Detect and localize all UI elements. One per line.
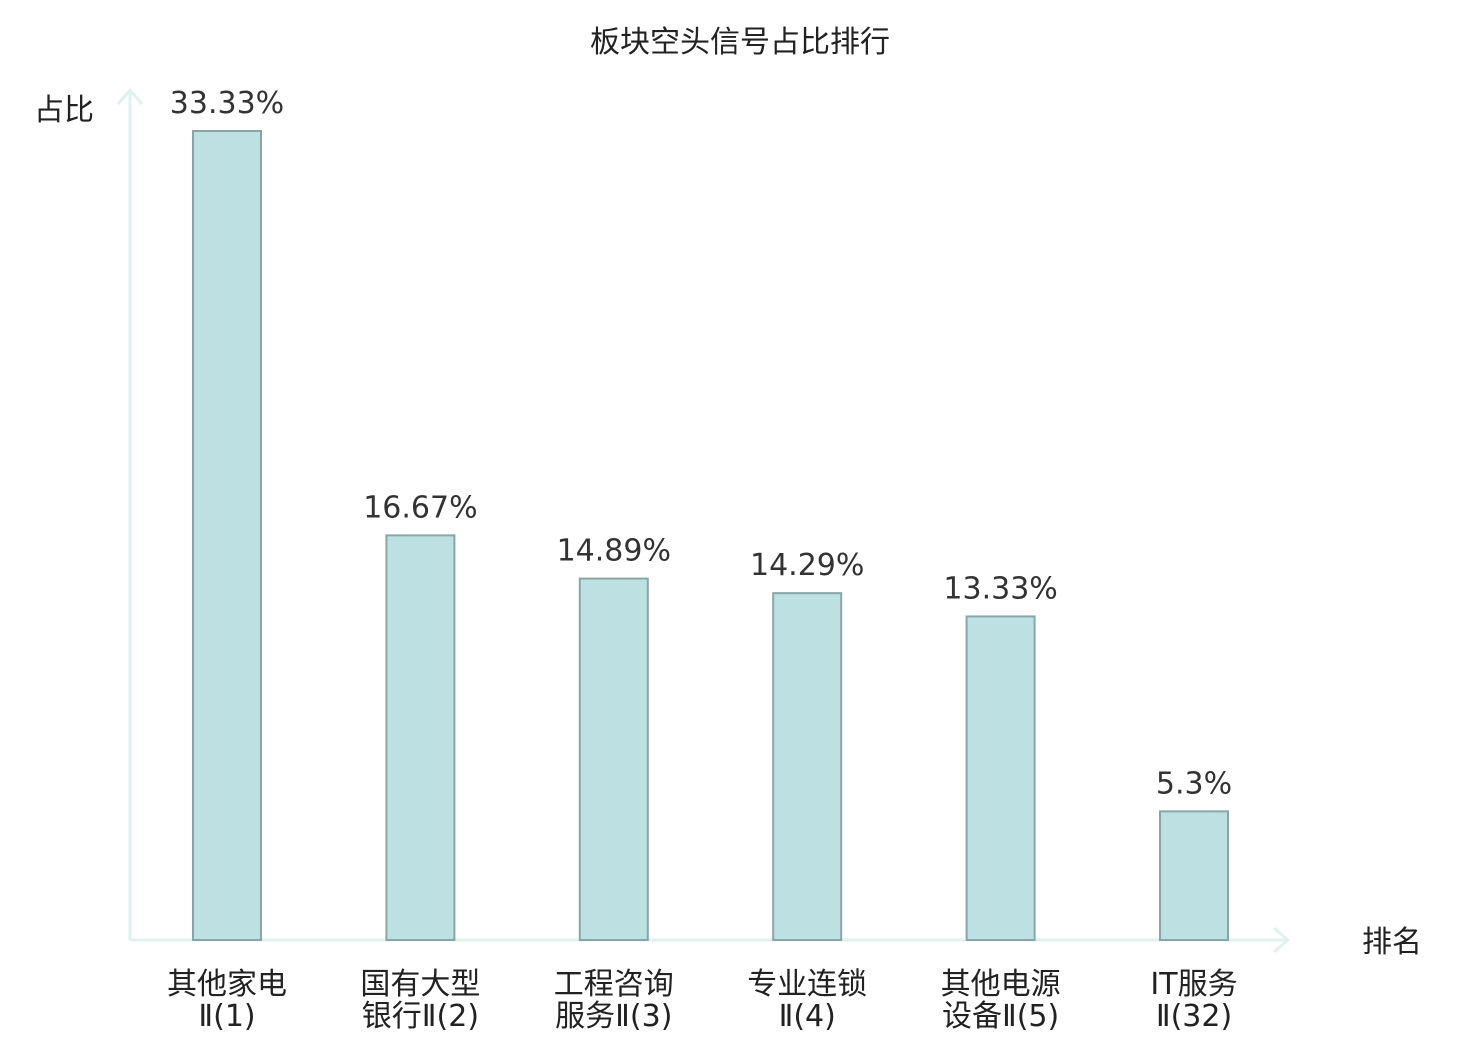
axes bbox=[116, 87, 1291, 954]
y-axis-arrow bbox=[116, 87, 144, 105]
value-label-3: 14.89% bbox=[557, 534, 671, 569]
bars-group bbox=[192, 130, 1229, 942]
category-label-1-line1: 其他家电 bbox=[167, 967, 287, 1002]
value-label-2: 16.67% bbox=[363, 490, 477, 525]
value-label-5: 13.33% bbox=[943, 571, 1057, 606]
category-label-4-line1: 专业连锁 bbox=[747, 967, 867, 1002]
category-label-1-line2: Ⅱ(1) bbox=[198, 999, 255, 1034]
value-label-6: 5.3% bbox=[1156, 766, 1232, 801]
bar-5 bbox=[965, 615, 1036, 941]
category-label-2-line2: 银行Ⅱ(2) bbox=[362, 999, 479, 1034]
x-axis-arrow bbox=[1273, 926, 1291, 954]
category-label-3-line2: 服务Ⅱ(3) bbox=[555, 999, 672, 1034]
category-label-5-line1: 其他电源 bbox=[941, 967, 1061, 1002]
bar-1 bbox=[192, 130, 262, 941]
chart-title: 板块空头信号占比排行 bbox=[590, 25, 890, 60]
category-label-5-line2: 设备Ⅱ(5) bbox=[942, 999, 1059, 1034]
value-labels-group: 33.33% 16.67% 14.89% 14.29% 13.33% 5.3% bbox=[170, 86, 1232, 801]
bar-6 bbox=[1159, 810, 1229, 941]
y-axis-label: 占比 bbox=[34, 93, 94, 128]
value-label-4: 14.29% bbox=[750, 548, 864, 583]
bar-3 bbox=[578, 577, 649, 941]
bar-2 bbox=[385, 534, 456, 942]
category-label-6-line2: Ⅱ(32) bbox=[1156, 999, 1232, 1034]
category-label-2-line1: 国有大型 bbox=[360, 967, 480, 1002]
x-axis-label: 排名 bbox=[1362, 925, 1422, 960]
category-label-6-line1: IT服务 bbox=[1150, 967, 1237, 1002]
value-label-1: 33.33% bbox=[170, 86, 284, 121]
category-label-3-line1: 工程咨询 bbox=[554, 967, 674, 1002]
bar-4 bbox=[772, 592, 843, 942]
category-label-4-line2: Ⅱ(4) bbox=[779, 999, 836, 1034]
